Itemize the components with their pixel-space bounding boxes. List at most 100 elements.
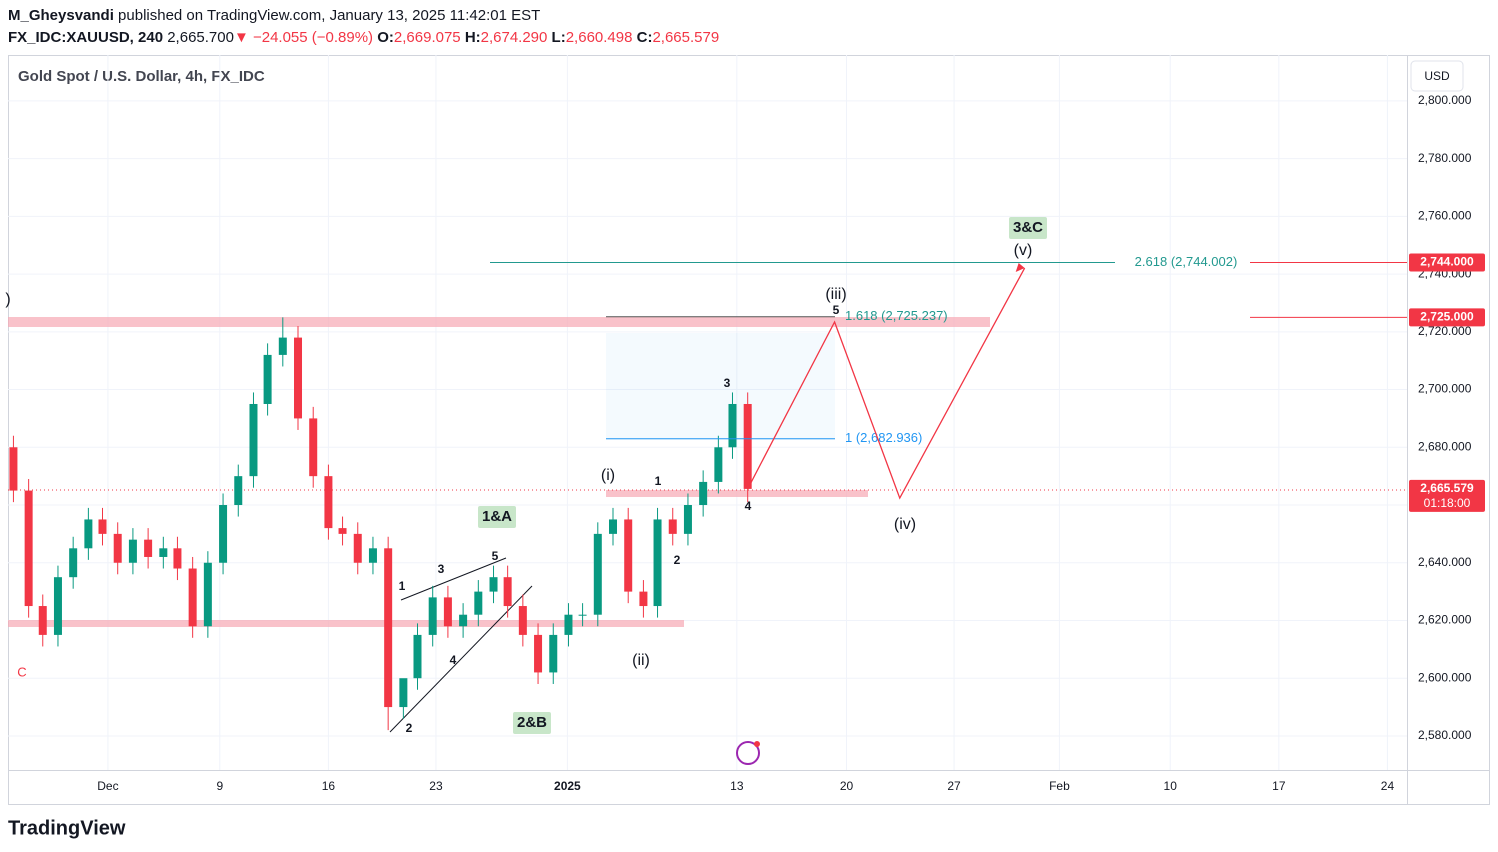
candle-body — [173, 548, 182, 569]
price-tag-label: 2,665.579 — [1420, 481, 1474, 495]
candle-body — [249, 403, 258, 477]
candle-body — [203, 562, 212, 627]
candle-body — [24, 490, 33, 607]
wave-label: (i) — [601, 467, 615, 484]
header-line: M_Gheysvandi published on TradingView.co… — [8, 7, 540, 24]
wave-label: (iii) — [825, 286, 846, 303]
candle-body — [353, 533, 362, 563]
x-tick-label: 10 — [1164, 779, 1178, 793]
o: 2,669.075 — [394, 29, 461, 46]
candle-body — [399, 678, 408, 708]
candle-body — [624, 519, 633, 592]
wave-label: (ii) — [632, 652, 650, 669]
y-tick-label: 2,680.000 — [1418, 439, 1472, 453]
wave-label: 1 — [655, 474, 662, 488]
candle-body — [219, 505, 228, 563]
wave-label: 1&A — [482, 508, 512, 525]
c-label: C: — [637, 29, 653, 46]
currency: USD — [1424, 69, 1450, 83]
y-tick-label: 2,800.000 — [1418, 93, 1472, 107]
change: ▼ −24.055 (−0.89%) — [234, 29, 373, 46]
candle-body — [278, 337, 287, 355]
candle-body — [384, 548, 393, 708]
candle-body — [593, 533, 602, 615]
fib-label: 1 (2,682.936) — [845, 430, 922, 445]
candle-body — [474, 591, 483, 615]
x-tick-label: 20 — [840, 779, 854, 793]
y-tick-label: 2,700.000 — [1418, 382, 1472, 396]
wedge-top — [400, 557, 507, 601]
wave-label: 3 — [724, 376, 731, 390]
fib-label: 2.618 (2,744.002) — [1135, 254, 1238, 269]
candle-body — [128, 539, 137, 563]
wave-label: 4 — [450, 653, 457, 667]
x-tick-label: Feb — [1049, 779, 1070, 793]
wave-label: C — [17, 664, 26, 679]
brand: TradingView — [8, 817, 126, 839]
candle-body — [653, 519, 662, 607]
event-dot — [754, 741, 760, 747]
candle-body — [294, 337, 303, 419]
x-tick-label: 24 — [1381, 779, 1395, 793]
x-tick-label: 23 — [429, 779, 443, 793]
x-tick-label: Dec — [97, 779, 118, 793]
wave-label: 3&C — [1013, 219, 1043, 236]
drawings — [8, 317, 1407, 765]
wave-label: 2 — [406, 721, 413, 735]
candle-body — [9, 447, 18, 491]
candle-body — [459, 614, 468, 627]
ohlc-line: FX_IDC:XAUUSD, 240 2,665.700▼ −24.055 (−… — [8, 29, 719, 46]
label-bg — [513, 712, 551, 734]
candle-body — [188, 568, 197, 627]
candle-body — [489, 577, 498, 592]
candle-body — [98, 519, 107, 534]
resistance-zone — [8, 317, 990, 327]
x-tick-label: 2025 — [554, 779, 581, 793]
wave-label: ) — [5, 291, 10, 308]
countdown: 01:18:00 — [1424, 496, 1471, 510]
pivot-zone — [606, 490, 868, 497]
published: published on TradingView.com, January 13… — [118, 7, 540, 24]
candles — [9, 317, 752, 731]
candle-body — [234, 476, 243, 506]
candle-body — [413, 634, 422, 679]
candle-body — [534, 634, 543, 673]
x-tick-label: 9 — [216, 779, 223, 793]
currency-button[interactable] — [1410, 60, 1464, 92]
x-tick-label: 16 — [322, 779, 336, 793]
candle-body — [53, 577, 62, 635]
l: 2,660.498 — [566, 29, 633, 46]
x-tick-label: 13 — [730, 779, 744, 793]
h-label: H: — [465, 29, 481, 46]
event-icon[interactable] — [736, 741, 760, 765]
label-bg — [478, 506, 516, 528]
price-tag-label: 2,744.000 — [1420, 255, 1474, 269]
candle-body — [428, 597, 437, 635]
candle-body — [743, 403, 752, 489]
y-tick-label: 2,780.000 — [1418, 151, 1472, 165]
candle-body — [564, 614, 573, 635]
label-bg — [1009, 217, 1047, 239]
price-tag-label: 2,725.000 — [1420, 310, 1474, 324]
fib-label: 1.618 (2,725.237) — [845, 308, 948, 323]
price-tag — [1409, 308, 1485, 327]
candle-body — [159, 548, 168, 557]
wave-label: 1 — [399, 579, 406, 593]
price-tag — [1409, 479, 1485, 512]
candle-body — [144, 539, 153, 557]
o-label: O: — [377, 29, 394, 46]
candle-body — [668, 519, 677, 534]
candle-body — [113, 533, 122, 563]
y-tick-label: 2,760.000 — [1418, 209, 1472, 223]
candle-body — [639, 591, 648, 607]
support-zone — [8, 620, 684, 627]
projection-path — [747, 267, 1026, 500]
candle-body — [443, 597, 452, 627]
candle-body — [503, 577, 512, 607]
candle-body — [309, 418, 318, 477]
y-tick-label: 2,620.000 — [1418, 613, 1472, 627]
wave-label: 3 — [438, 562, 445, 576]
wave-label: 5 — [492, 549, 499, 563]
candle-body — [324, 476, 333, 529]
candle-body — [683, 505, 692, 534]
